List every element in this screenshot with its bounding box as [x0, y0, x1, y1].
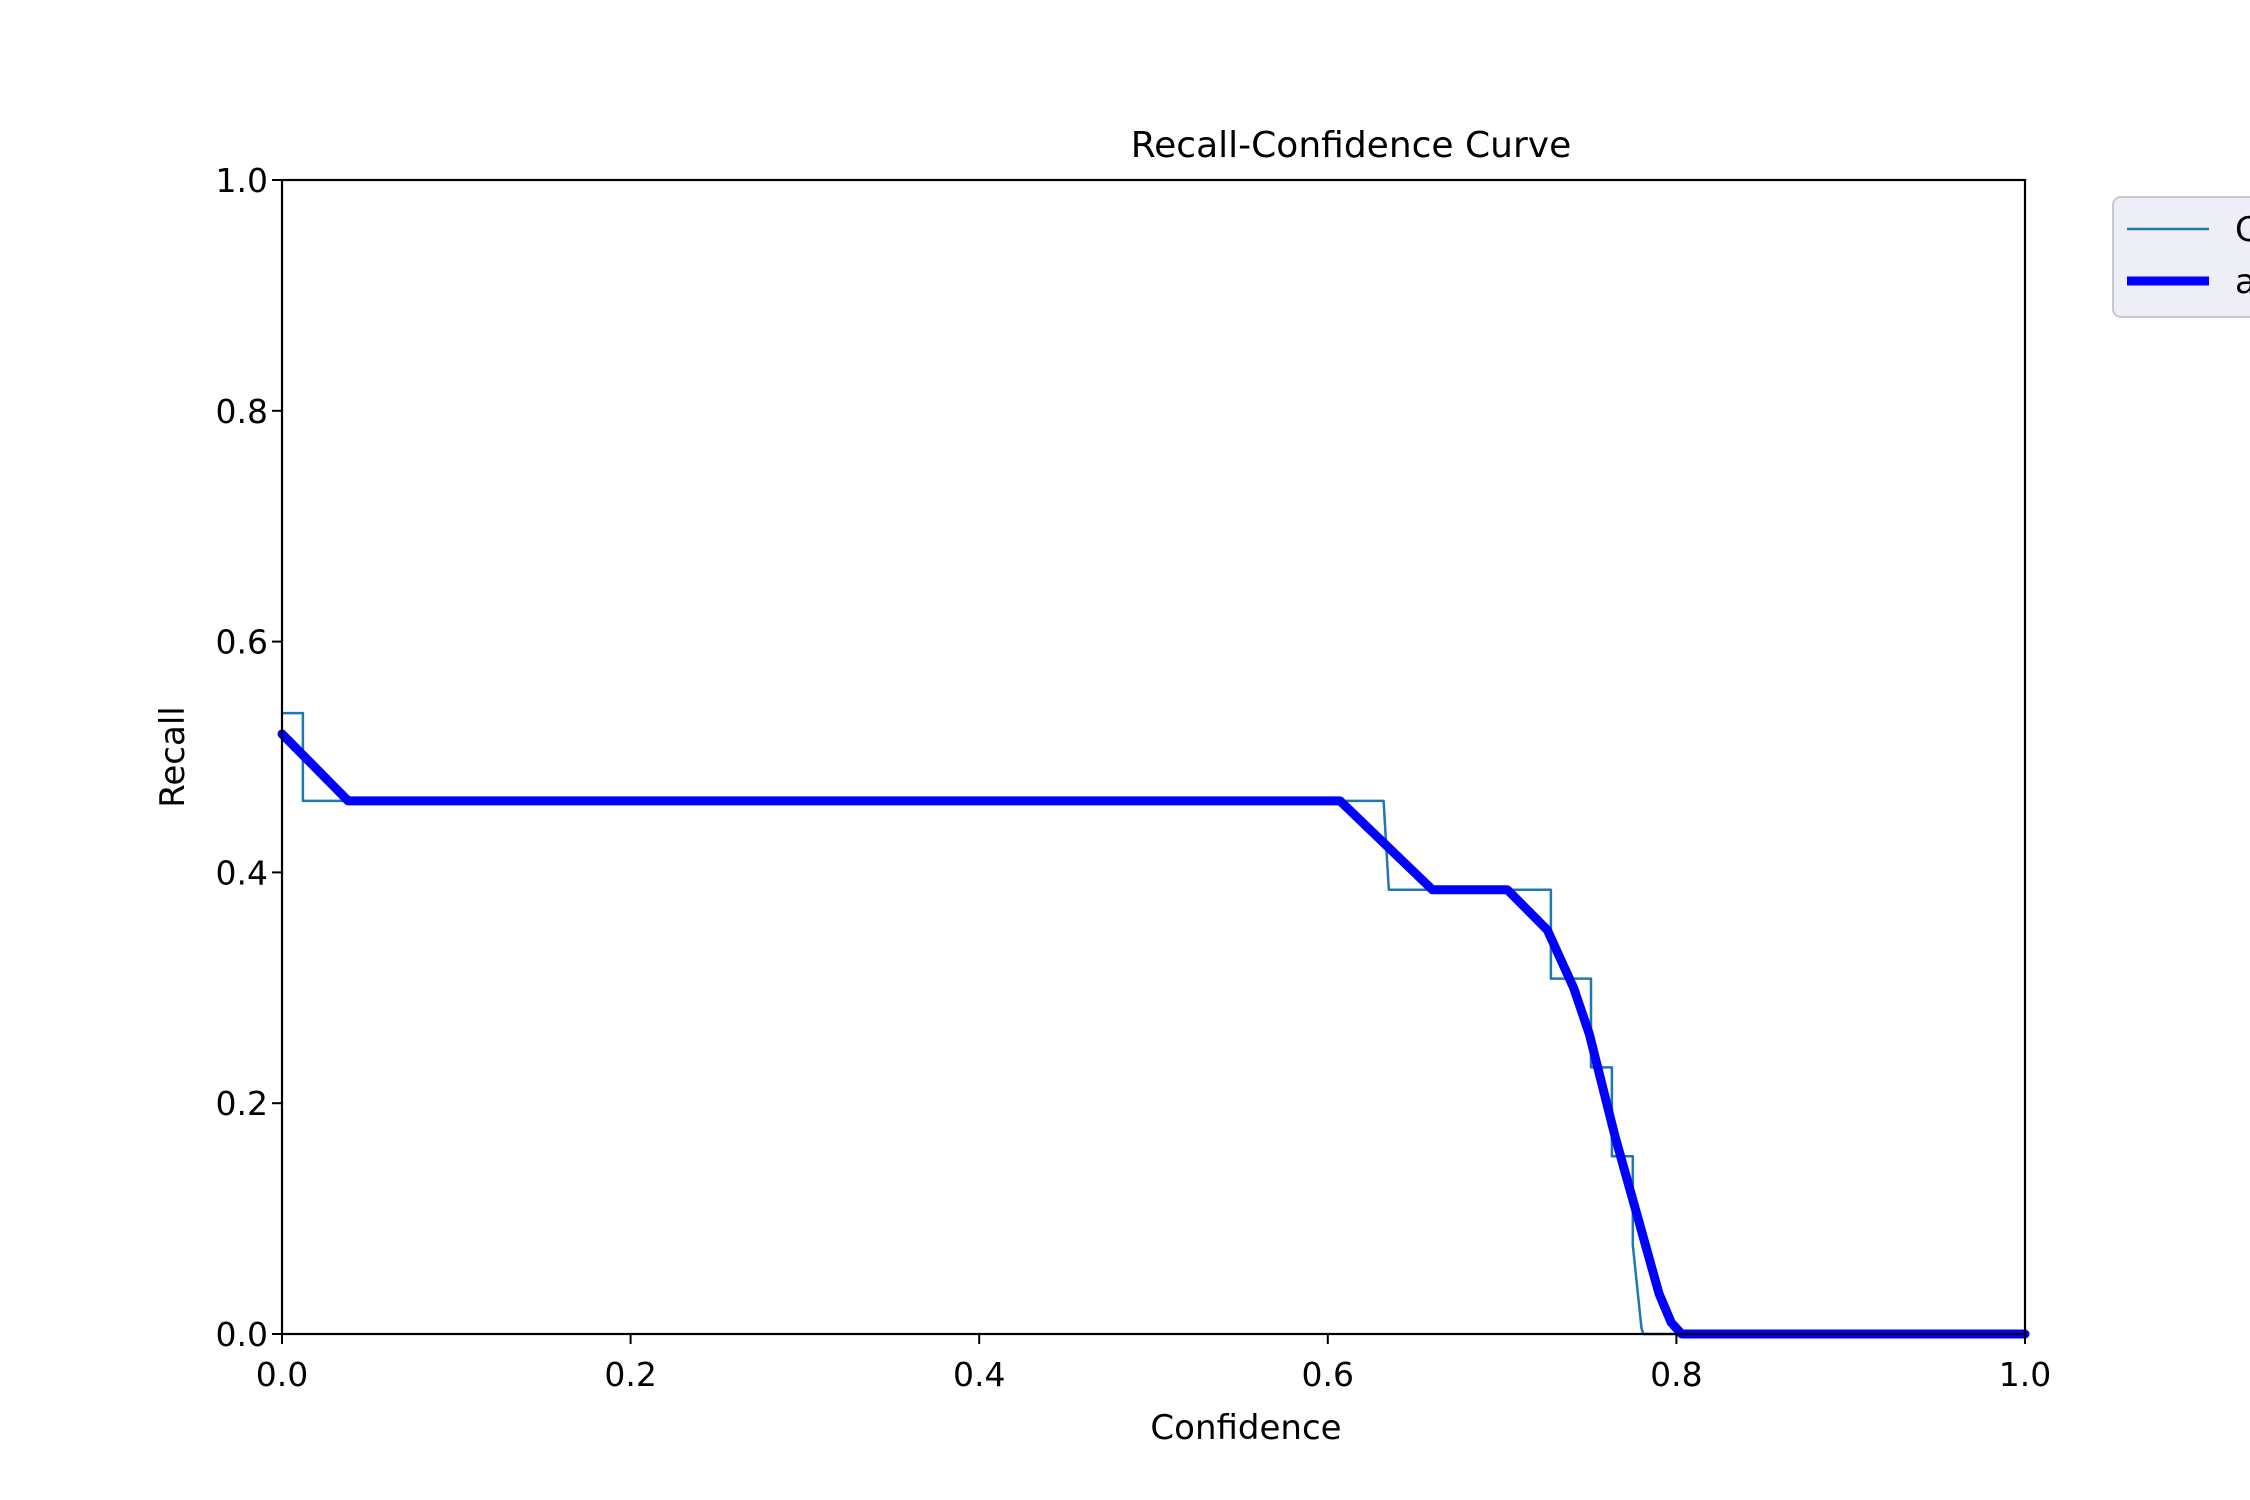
x-tick-label: 0.4 [953, 1355, 1005, 1394]
y-axis-ticks: 0.0 0.2 0.4 0.6 0.8 1.0 [216, 161, 282, 1354]
y-tick-label: 0.6 [216, 623, 268, 662]
x-tick-label: 1.0 [1999, 1355, 2051, 1394]
series-layer [277, 711, 2030, 1339]
y-tick-label: 0.0 [216, 1315, 268, 1354]
legend: C a [2112, 196, 2250, 318]
x-axis-label: Confidence [1150, 1408, 1341, 1448]
legend-box [2112, 196, 2250, 318]
x-tick-label: 0.6 [1302, 1355, 1354, 1394]
y-tick-label: 0.2 [216, 1084, 268, 1123]
x-tick-label: 0.8 [1650, 1355, 1702, 1394]
legend-label-c: C [2235, 210, 2250, 250]
x-tick-label: 0.2 [604, 1355, 656, 1394]
y-tick-label: 1.0 [216, 161, 268, 200]
x-tick-label: 0.0 [256, 1355, 308, 1394]
y-axis-label: Recall [153, 706, 193, 807]
plot-frame [280, 178, 2027, 1336]
legend-label-a: a [2235, 262, 2250, 302]
y-tick-label: 0.8 [216, 392, 268, 431]
y-tick-label: 0.4 [216, 853, 268, 892]
chart-title: Recall-Confidence Curve [1131, 125, 1571, 166]
x-axis-ticks: 0.0 0.2 0.4 0.6 0.8 1.0 [256, 1334, 2051, 1394]
series-line-a [277, 729, 2030, 1339]
